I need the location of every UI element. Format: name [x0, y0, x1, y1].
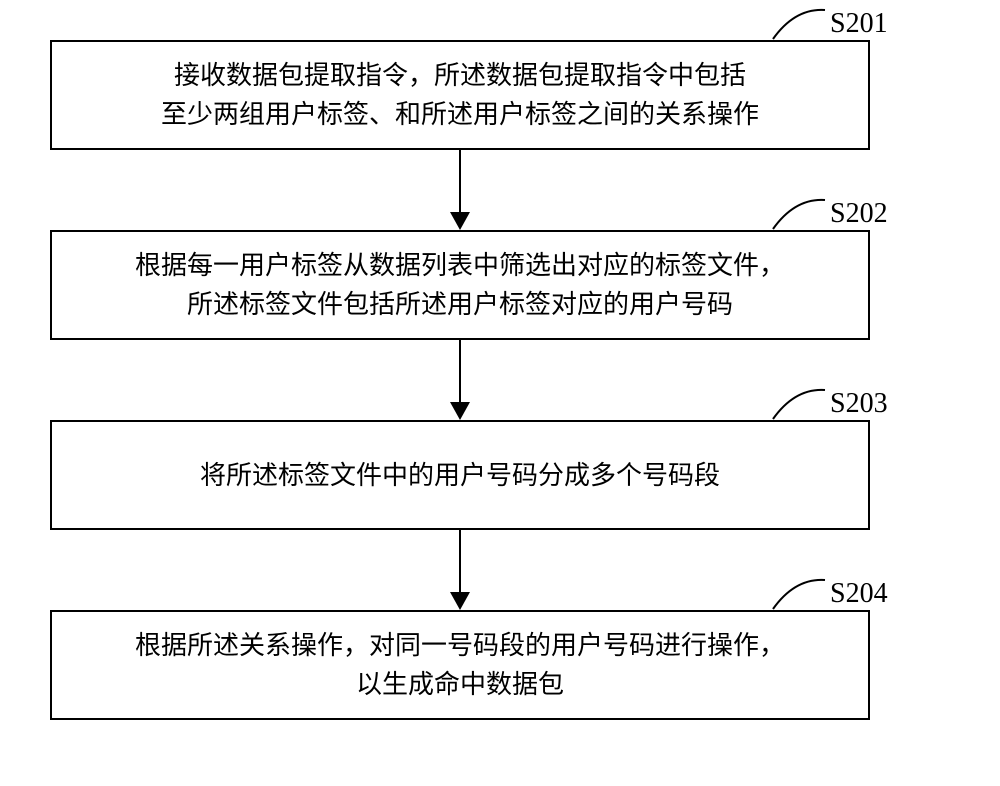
arrow-head-1	[450, 212, 470, 230]
step-text: 接收数据包提取指令，所述数据包提取指令中包括 至少两组用户标签、和所述用户标签之…	[161, 56, 759, 134]
arrow-head-3	[450, 592, 470, 610]
step-text: 将所述标签文件中的用户号码分成多个号码段	[200, 456, 720, 495]
callout-s204	[770, 576, 830, 612]
step-line1: 将所述标签文件中的用户号码分成多个号码段	[200, 461, 720, 490]
step-line2: 以生成命中数据包	[356, 670, 564, 699]
flowchart-canvas: 接收数据包提取指令，所述数据包提取指令中包括 至少两组用户标签、和所述用户标签之…	[0, 0, 1000, 786]
step-label-s201: S201	[830, 8, 888, 40]
callout-s201	[770, 6, 830, 42]
callout-s203	[770, 386, 830, 422]
step-text: 根据所述关系操作，对同一号码段的用户号码进行操作， 以生成命中数据包	[135, 626, 785, 704]
step-box-s203: 将所述标签文件中的用户号码分成多个号码段	[50, 420, 870, 530]
step-line1: 根据每一用户标签从数据列表中筛选出对应的标签文件，	[135, 251, 785, 280]
step-label-s204: S204	[830, 578, 888, 610]
arrow-head-2	[450, 402, 470, 420]
step-label-s203: S203	[830, 388, 888, 420]
arrow-line-3	[459, 530, 461, 592]
step-text: 根据每一用户标签从数据列表中筛选出对应的标签文件， 所述标签文件包括所述用户标签…	[135, 246, 785, 324]
step-line2: 所述标签文件包括所述用户标签对应的用户号码	[187, 290, 733, 319]
arrow-line-1	[459, 150, 461, 212]
step-line1: 根据所述关系操作，对同一号码段的用户号码进行操作，	[135, 631, 785, 660]
step-label-s202: S202	[830, 198, 888, 230]
step-box-s201: 接收数据包提取指令，所述数据包提取指令中包括 至少两组用户标签、和所述用户标签之…	[50, 40, 870, 150]
step-line2: 至少两组用户标签、和所述用户标签之间的关系操作	[161, 100, 759, 129]
callout-s202	[770, 196, 830, 232]
step-line1: 接收数据包提取指令，所述数据包提取指令中包括	[174, 61, 746, 90]
step-box-s204: 根据所述关系操作，对同一号码段的用户号码进行操作， 以生成命中数据包	[50, 610, 870, 720]
arrow-line-2	[459, 340, 461, 402]
step-box-s202: 根据每一用户标签从数据列表中筛选出对应的标签文件， 所述标签文件包括所述用户标签…	[50, 230, 870, 340]
